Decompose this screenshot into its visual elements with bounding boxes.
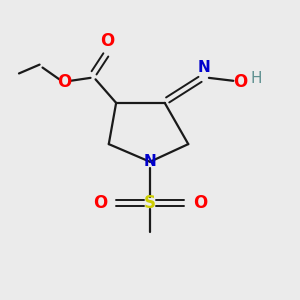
Text: O: O — [100, 32, 114, 50]
Text: S: S — [144, 194, 156, 212]
Text: O: O — [58, 73, 72, 91]
Text: O: O — [93, 194, 107, 212]
Text: O: O — [193, 194, 207, 212]
Text: H: H — [250, 71, 262, 86]
Text: N: N — [198, 60, 211, 75]
Text: O: O — [233, 73, 247, 91]
Text: N: N — [144, 154, 156, 169]
